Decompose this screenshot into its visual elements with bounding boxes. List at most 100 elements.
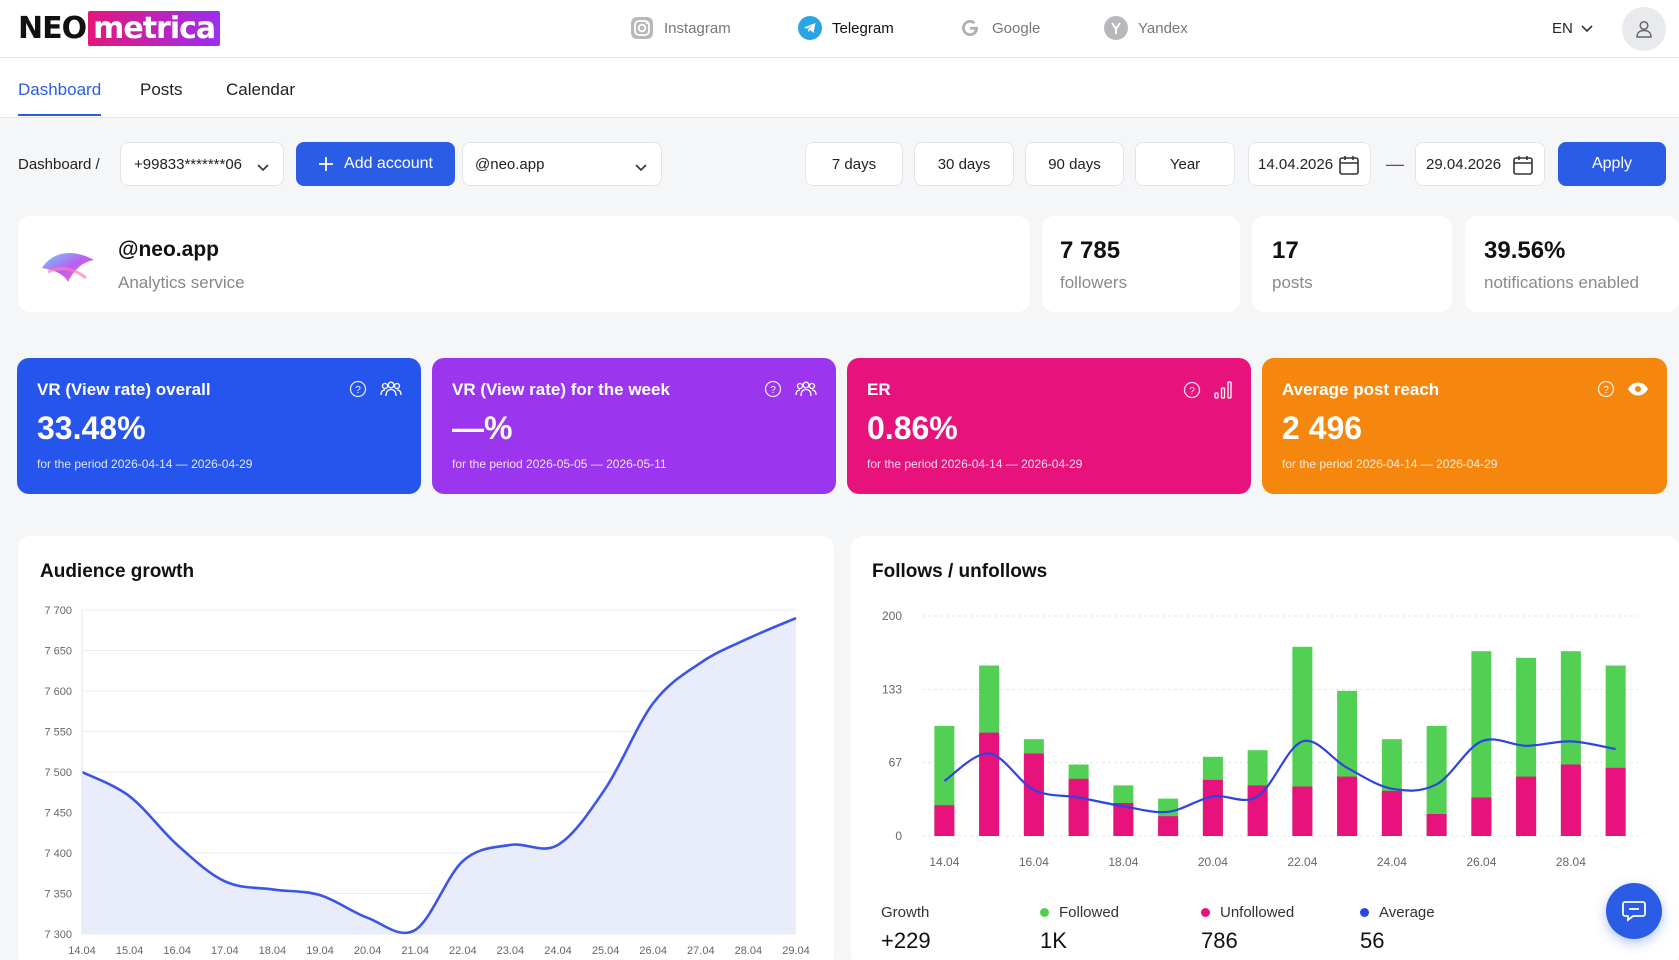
telegram-icon [798, 16, 822, 40]
audience-growth-title: Audience growth [40, 561, 195, 582]
x-tick-label: 20.04 [354, 945, 382, 957]
y-tick-label: 0 [895, 829, 902, 843]
metric-title: VR (View rate) for the week [452, 380, 670, 399]
chat-icon [1622, 901, 1646, 922]
y-tick-label: 7 450 [44, 808, 72, 820]
chat-button[interactable] [1606, 883, 1662, 939]
x-tick-label: 26.04 [1466, 855, 1496, 869]
x-tick-label: 29.04 [782, 945, 810, 957]
calendar-icon [1338, 154, 1360, 180]
x-tick-label: 14.04 [68, 945, 96, 957]
x-tick-label: 20.04 [1198, 855, 1228, 869]
x-tick-label: 19.04 [306, 945, 334, 957]
phone-select[interactable]: +99833*******06 [120, 142, 284, 186]
period-30-days-button[interactable]: 30 days [914, 142, 1014, 186]
tab-calendar[interactable]: Calendar [226, 80, 295, 99]
metric-card-vr-overall: VR (View rate) overall ? 33.48% for the … [17, 358, 421, 494]
chevron-down-icon [635, 159, 647, 176]
date-to-value: 29.04.2026 [1426, 155, 1502, 173]
y-tick-label: 7 550 [44, 727, 72, 739]
main-nav: Dashboard Posts Calendar [0, 58, 1679, 118]
brand-logo-neo: NEO [18, 10, 87, 46]
unfollowed-bar [1516, 776, 1537, 836]
calendar-icon [1512, 154, 1534, 180]
unfollowed-bar [1381, 790, 1402, 836]
y-tick-label: 7 400 [44, 848, 72, 860]
x-tick-label: 24.04 [1377, 855, 1407, 869]
x-tick-label: 28.04 [735, 945, 763, 957]
y-tick-label: 7 600 [44, 686, 72, 698]
help-icon[interactable]: ? [1597, 380, 1615, 403]
social-tab-telegram[interactable]: Telegram [798, 15, 894, 41]
audience-area [82, 618, 796, 934]
x-tick-label: 17.04 [211, 945, 239, 957]
brand-logo[interactable]: NEO metrica [18, 10, 221, 46]
tab-dashboard[interactable]: Dashboard [18, 80, 102, 116]
date-to-input[interactable]: 29.04.2026 [1415, 142, 1545, 186]
top-bar: NEO metrica Instagram Telegram Google Yan… [0, 0, 1679, 58]
help-icon[interactable]: ? [1183, 381, 1201, 404]
period-90-days-button[interactable]: 90 days [1025, 142, 1124, 186]
metric-period: for the period 2026-04-14 — 2026-04-29 [37, 457, 253, 471]
followed-bar [1426, 726, 1447, 836]
y-tick-label: 7 350 [44, 889, 72, 901]
x-tick-label: 16.04 [1019, 855, 1049, 869]
account-select[interactable]: @neo.app [462, 142, 662, 186]
y-tick-label: 200 [882, 609, 902, 623]
breadcrumb: Dashboard / [18, 156, 100, 173]
unfollowed-bar [1023, 753, 1044, 836]
language-select[interactable]: EN [1552, 20, 1593, 37]
unfollowed-bar [1202, 779, 1223, 836]
apply-button[interactable]: Apply [1558, 142, 1666, 186]
legend-average[interactable]: Average [1360, 904, 1435, 921]
social-label-yandex: Yandex [1138, 19, 1188, 37]
metric-title: ER [867, 380, 891, 399]
x-tick-label: 16.04 [163, 945, 191, 957]
add-account-button[interactable]: Add account [296, 142, 455, 186]
help-icon[interactable]: ? [764, 380, 782, 403]
unfollowed-bar [934, 805, 955, 836]
user-avatar[interactable] [1622, 7, 1666, 51]
x-tick-label: 18.04 [259, 945, 287, 957]
x-tick-label: 15.04 [116, 945, 144, 957]
summary-unfollowed-value: 786 [1201, 928, 1238, 953]
y-tick-label: 133 [882, 682, 902, 696]
x-tick-label: 28.04 [1556, 855, 1586, 869]
legend-followed[interactable]: Followed [1040, 904, 1119, 921]
svg-text:?: ? [1603, 385, 1609, 396]
profile-subtitle: Analytics service [118, 273, 245, 292]
x-tick-label: 18.04 [1108, 855, 1138, 869]
unfollowed-bar [1605, 767, 1626, 836]
average-line [943, 738, 1616, 814]
y-tick-label: 7 650 [44, 646, 72, 658]
social-tab-yandex[interactable]: Yandex [1104, 15, 1188, 41]
unfollowed-bar [1337, 776, 1358, 836]
metric-title: Average post reach [1282, 380, 1440, 399]
legend-average-label: Average [1379, 904, 1435, 921]
audience-line [81, 616, 797, 935]
stat-followers-label: followers [1060, 273, 1128, 292]
x-tick-label: 23.04 [497, 945, 525, 957]
help-icon[interactable]: ? [349, 380, 367, 403]
svg-text:?: ? [770, 385, 776, 396]
tab-posts[interactable]: Posts [140, 80, 183, 99]
social-label-telegram: Telegram [832, 19, 894, 37]
eye-icon [1627, 381, 1649, 402]
period-7-days-button[interactable]: 7 days [805, 142, 903, 186]
stat-card-notifications [1465, 216, 1679, 312]
legend-unfollowed[interactable]: Unfollowed [1201, 904, 1294, 921]
unfollowed-bar [1158, 816, 1179, 836]
date-from-input[interactable]: 14.04.2026 [1248, 142, 1371, 186]
date-range-separator: — [1386, 154, 1404, 174]
period-year-button[interactable]: Year [1135, 142, 1235, 186]
y-tick-label: 7 700 [44, 605, 72, 617]
unfollowed-bar [1426, 814, 1447, 836]
social-tab-instagram[interactable]: Instagram [630, 15, 731, 41]
chevron-down-icon [257, 159, 269, 176]
users-icon [794, 380, 818, 403]
social-tab-google[interactable]: Google [958, 15, 1040, 41]
metric-period: for the period 2026-04-14 — 2026-04-29 [867, 457, 1083, 471]
stat-posts-label: posts [1272, 273, 1313, 292]
x-tick-label: 21.04 [401, 945, 429, 957]
metric-period: for the period 2026-04-14 — 2026-04-29 [1282, 457, 1498, 471]
